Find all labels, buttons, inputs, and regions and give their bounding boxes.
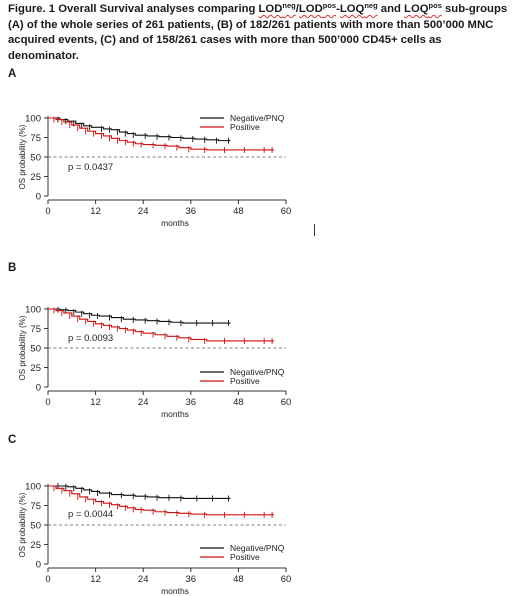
y-tick-label: 75 (30, 133, 41, 144)
y-tick-label: 75 (30, 501, 41, 512)
y-tick-label: 25 (30, 540, 41, 551)
caption-lodpos-base: LOD (298, 3, 323, 15)
series-positive-line (48, 308, 275, 342)
series-negative-line (48, 117, 231, 142)
text-cursor-mark (314, 224, 315, 236)
caption-loqpos-base: LOQ (404, 3, 429, 15)
x-tick-label: 0 (45, 397, 50, 408)
panel-label-c: C (8, 434, 17, 446)
caption-lod-pos: LODpos (298, 1, 337, 15)
x-tick-label: 48 (233, 397, 244, 408)
x-tick-label: 60 (281, 206, 292, 217)
caption-dash: - (336, 3, 340, 15)
x-tick-label: 48 (233, 206, 244, 217)
x-axis-label: months (161, 586, 189, 596)
y-tick-label: 0 (36, 560, 41, 571)
x-tick-label: 36 (186, 574, 197, 585)
y-tick-label: 0 (36, 383, 41, 394)
caption-loqpos-sup: pos (428, 1, 442, 10)
y-tick-label: 50 (30, 153, 41, 164)
series-negative-line (48, 485, 231, 500)
caption-tail: sub-groups (A) of the whole series of 26… (8, 3, 508, 62)
caption-lod-base: LOD (258, 3, 283, 15)
x-tick-label: 60 (281, 574, 292, 585)
caption-loq-neg: LOQneg (339, 1, 378, 15)
y-tick-label: 75 (30, 324, 41, 335)
x-tick-label: 24 (138, 206, 149, 217)
panel-label-b: B (8, 262, 17, 274)
x-tick-label: 0 (45, 206, 50, 217)
series-positive-line (48, 485, 275, 516)
y-tick-label: 25 (30, 363, 41, 374)
caption-lead: Figure. 1 Overall Survival analyses comp… (8, 3, 259, 15)
p-value-label: p = 0.0044 (68, 509, 113, 520)
caption-loq-pos: LOQpos (404, 1, 442, 15)
x-tick-label: 24 (138, 574, 149, 585)
x-tick-label: 60 (281, 397, 292, 408)
x-tick-label: 36 (186, 397, 197, 408)
caption-loq-base: LOQ (339, 3, 365, 15)
y-tick-label: 50 (30, 521, 41, 532)
y-axis-label: OS probability (%) (18, 492, 27, 557)
x-tick-label: 48 (233, 574, 244, 585)
p-value-label: p = 0.0437 (68, 162, 113, 173)
legend-label-positive: Positive (230, 122, 260, 132)
caption-and: and (377, 3, 405, 15)
x-axis-label: months (161, 409, 189, 419)
y-axis-label: OS probability (%) (18, 124, 27, 189)
x-axis-label: months (161, 218, 189, 228)
x-tick-label: 12 (90, 397, 101, 408)
y-tick-label: 100 (25, 305, 41, 316)
caption-lod-sup: neg (282, 1, 296, 10)
y-tick-label: 50 (30, 344, 41, 355)
caption-slash: / (295, 3, 299, 15)
series-positive-line (48, 117, 275, 151)
legend-label-negative: Negative/PNQ (230, 113, 285, 123)
p-value-label: p = 0.0093 (68, 333, 113, 344)
caption-lod-neg: LODneg (258, 1, 296, 15)
x-tick-label: 24 (138, 397, 149, 408)
panel-label-a: A (8, 68, 17, 80)
caption-loq-sup: neg (364, 1, 378, 10)
y-axis-label: OS probability (%) (18, 315, 27, 380)
series-negative-line (48, 308, 231, 324)
caption-lodpos-sup: pos (322, 1, 337, 10)
y-tick-label: 25 (30, 172, 41, 183)
y-tick-label: 100 (25, 114, 41, 125)
legend-label-negative: Negative/PNQ (230, 367, 285, 377)
x-tick-label: 36 (186, 206, 197, 217)
y-tick-label: 100 (25, 482, 41, 493)
legend-label-negative: Negative/PNQ (230, 543, 285, 553)
y-tick-label: 0 (36, 192, 41, 203)
legend-label-positive: Positive (230, 552, 260, 562)
legend-label-positive: Positive (230, 376, 260, 386)
x-tick-label: 12 (90, 574, 101, 585)
figure-caption: Figure. 1 Overall Survival analyses comp… (8, 2, 514, 64)
x-tick-label: 0 (45, 574, 50, 585)
x-tick-label: 12 (90, 206, 101, 217)
